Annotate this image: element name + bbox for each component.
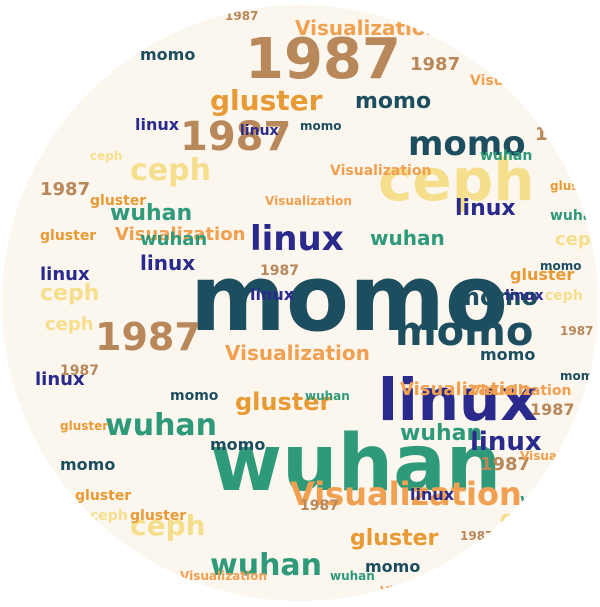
cloud-word-visualization: Visualization [225, 341, 370, 365]
cloud-word-gluster: gluster [350, 526, 438, 551]
cloud-word-gluster: gluster [235, 388, 332, 416]
cloud-word-1987: 1987 [480, 454, 530, 475]
cloud-word-linux: linux [378, 366, 538, 434]
cloud-word-visualization: Visualization [295, 16, 440, 40]
cloud-word-momo: momo [210, 435, 265, 454]
cloud-word-linux: linux [240, 123, 279, 139]
cloud-disc [2, 5, 598, 601]
cloud-word-gluster: gluster [130, 508, 186, 524]
cloud-word-1987: 1987 [95, 315, 201, 359]
cloud-word-momo: momo [60, 455, 115, 474]
cloud-word-momo: momo [300, 119, 342, 133]
cloud-word-1987: 1987 [300, 498, 339, 514]
cloud-word-ceph: ceph [40, 281, 99, 306]
cloud-word-visualization: Visualization [470, 73, 571, 89]
cloud-word-ceph: ceph [90, 508, 128, 524]
cloud-word-linux: linux [140, 251, 195, 275]
cloud-word-1987: 1987 [410, 54, 460, 75]
cloud-word-momo: momo [170, 388, 219, 404]
cloud-word-visualization: Visualization [400, 379, 530, 400]
cloud-word-wuhan: wuhan [210, 419, 501, 509]
cloud-word-visualization: Visualization [180, 569, 267, 583]
cloud-word-momo: momo [365, 557, 420, 576]
cloud-word-linux: linux [250, 285, 295, 304]
cloud-word-momo: momo [408, 124, 526, 164]
cloud-word-1987: 1987 [535, 124, 585, 145]
cloud-word-visualization: Visualization [330, 163, 431, 179]
cloud-word-gluster: gluster [90, 193, 146, 209]
cloud-word-1987: 1987 [460, 529, 493, 543]
cloud-word-wuhan: wuhan [400, 421, 482, 446]
cloud-word-wuhan: wuhan [370, 226, 445, 250]
cloud-word-linux: linux [250, 219, 344, 259]
cloud-word-ceph: ceph [90, 149, 122, 163]
cloud-word-wuhan: wuhan [110, 201, 192, 226]
cloud-word-1987: 1987 [260, 263, 299, 279]
cloud-word-ceph: ceph [130, 153, 211, 188]
cloud-word-visualization: Visualization [290, 475, 522, 513]
cloud-word-gluster: gluster [60, 419, 108, 433]
cloud-word-momo: momo [395, 309, 533, 355]
cloud-word-ceph: ceph [500, 506, 554, 530]
cloud-word-wuhan: wuhan [550, 208, 600, 224]
cloud-word-gluster: gluster [40, 228, 96, 244]
cloud-word-ceph: ceph [545, 288, 583, 304]
cloud-word-momo: momo [560, 369, 600, 383]
cloud-word-1987: 1987 [225, 9, 258, 23]
cloud-word-visualization: Visualization [520, 449, 600, 463]
cloud-word-visualization: Visualization [380, 584, 467, 598]
cloud-word-linux: linux [470, 569, 503, 583]
cloud-word-momo: momo [540, 259, 582, 273]
cloud-word-linux: linux [135, 115, 180, 134]
cloud-word-wuhan: wuhan [305, 389, 350, 403]
cloud-word-gluster: gluster [75, 488, 131, 504]
cloud-word-gluster: gluster [510, 265, 574, 284]
cloud-word-momo: momo [455, 283, 538, 311]
cloud-word-linux: linux [40, 264, 90, 285]
cloud-word-ceph: ceph [45, 314, 94, 335]
cloud-word-ceph: ceph [555, 229, 600, 250]
cloud-word-wuhan: wuhan [140, 229, 207, 250]
cloud-word-wuhan: wuhan [480, 148, 532, 164]
cloud-word-1987: 1987 [245, 27, 401, 92]
cloud-word-linux: linux [505, 288, 544, 304]
cloud-word-1987: 1987 [560, 324, 593, 338]
cloud-word-momo: momo [480, 345, 535, 364]
cloud-word-gluster: gluster [210, 84, 323, 117]
cloud-word-linux: linux [410, 485, 455, 504]
cloud-word-wuhan: wuhan [520, 490, 580, 509]
cloud-word-momo: momo [190, 245, 508, 352]
cloud-word-1987: 1987 [530, 400, 575, 419]
cloud-word-linux: linux [470, 427, 542, 457]
cloud-word-ceph: ceph [378, 146, 535, 214]
cloud-word-wuhan: wuhan [330, 569, 375, 583]
cloud-word-visualization: Visualization [265, 194, 352, 208]
cloud-word-wuhan: wuhan [210, 548, 322, 583]
cloud-word-linux: linux [455, 196, 516, 221]
cloud-word-gluster: gluster [550, 179, 598, 193]
cloud-word-1987: 1987 [180, 114, 291, 160]
cloud-word-momo: momo [355, 89, 431, 114]
cloud-word-ceph: ceph [130, 509, 206, 542]
cloud-word-1987: 1987 [40, 179, 90, 200]
cloud-word-wuhan: wuhan [105, 408, 217, 443]
cloud-word-visualization: Visualization [115, 224, 245, 245]
cloud-word-momo: momo [140, 45, 195, 64]
cloud-word-visualization: Visualization [470, 383, 571, 399]
cloud-word-linux: linux [35, 369, 85, 390]
cloud-word-1987: 1987 [60, 363, 99, 379]
